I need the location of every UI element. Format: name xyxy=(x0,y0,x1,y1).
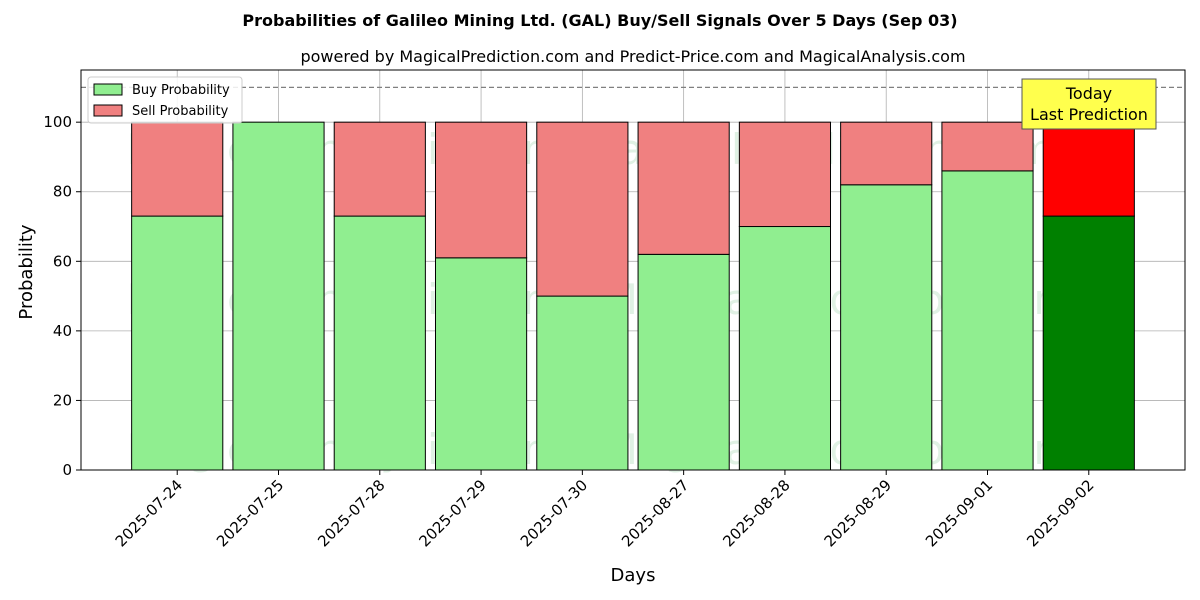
sell-bar xyxy=(637,121,730,255)
sell-bar xyxy=(333,121,426,217)
legend-swatch-buy xyxy=(93,83,123,96)
annotation-line1: Today xyxy=(1065,84,1112,103)
y-tick-label: 80 xyxy=(53,183,72,201)
buy-bar xyxy=(941,170,1034,471)
x-tick-label: 2025-07-29 xyxy=(416,476,490,550)
buy-bar xyxy=(434,257,528,471)
legend-label-sell: Sell Probability xyxy=(132,104,229,119)
sell-bar xyxy=(131,121,224,217)
plot-frame xyxy=(80,69,1186,471)
y-tick-label: 20 xyxy=(53,391,72,409)
sell-bar xyxy=(1042,121,1135,217)
sell-bar xyxy=(434,121,528,259)
x-tick-label: 2025-08-29 xyxy=(821,476,895,550)
today-annotation: Today Last Prediction xyxy=(1021,78,1157,130)
y-tick-label: 40 xyxy=(53,322,72,340)
sell-bar xyxy=(840,121,933,186)
bars xyxy=(131,121,1135,471)
sell-bar xyxy=(738,121,832,228)
legend-swatch-sell xyxy=(93,104,123,117)
buy-bar xyxy=(1042,215,1135,471)
buy-bar xyxy=(131,215,224,471)
x-tick-label: 2025-07-28 xyxy=(314,476,388,550)
y-axis-label: Probability xyxy=(16,224,37,319)
legend-box xyxy=(87,76,243,124)
chart-title: Probabilities of Galileo Mining Ltd. (GA… xyxy=(242,11,957,30)
x-tick-label: 2025-08-27 xyxy=(618,476,692,550)
x-tick-label: 2025-08-28 xyxy=(719,476,793,550)
y-tick-label: 100 xyxy=(43,113,72,131)
sell-bar xyxy=(941,121,1034,172)
x-tick-label: 2025-07-25 xyxy=(213,476,287,550)
buy-bar xyxy=(232,121,325,471)
buy-bar xyxy=(637,253,730,471)
sell-bar xyxy=(536,121,629,297)
buy-bar xyxy=(333,215,426,471)
chart-subtitle: powered by MagicalPrediction.com and Pre… xyxy=(300,47,965,66)
annotation-line2: Last Prediction xyxy=(1030,105,1148,124)
x-tick-label: 2025-07-24 xyxy=(112,476,186,550)
buy-bar xyxy=(536,295,629,471)
legend-label-buy: Buy Probability xyxy=(132,83,230,98)
legend: Buy Probability Sell Probability xyxy=(87,76,243,124)
y-tick-label: 0 xyxy=(62,461,72,479)
buy-bar xyxy=(840,184,933,471)
x-tick-label: 2025-09-01 xyxy=(922,476,996,550)
x-tick-label: 2025-07-30 xyxy=(517,476,591,550)
annotation-box xyxy=(1021,78,1157,130)
y-tick-label: 60 xyxy=(53,252,72,270)
x-axis-label: Days xyxy=(611,565,656,586)
x-tick-label: 2025-09-02 xyxy=(1023,476,1097,550)
buy-bar xyxy=(738,226,832,471)
